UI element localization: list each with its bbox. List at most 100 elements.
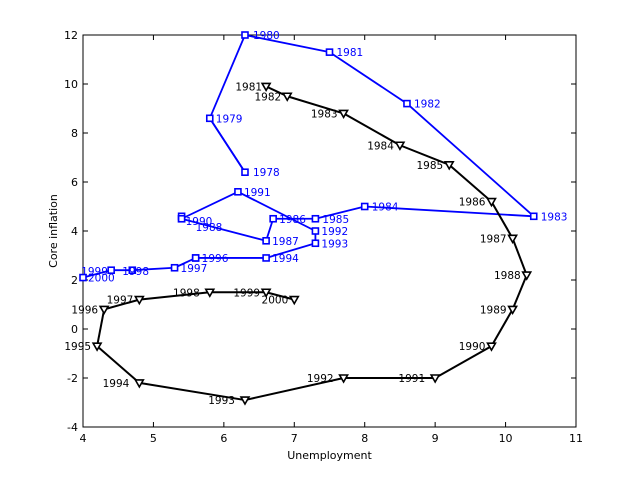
data-point-1987 [262,237,270,245]
data-point-1987 [507,234,518,244]
data-label-1988: 1988 [196,222,223,234]
data-label-1993: 1993 [321,238,348,250]
data-point-1992 [338,374,349,384]
series-line-segment [208,34,246,119]
series-line-segment [511,274,528,310]
data-label-1994: 1994 [103,378,130,390]
series-line-segment [181,217,267,242]
data-point-1994 [262,254,270,262]
data-label-2000: 2000 [262,295,289,307]
data-point-1993 [239,396,251,406]
series-line-segment [139,381,246,402]
series-line-segment [244,377,344,402]
data-label-1998: 1998 [122,266,149,278]
x-tick-label: 4 [80,432,87,445]
data-label-1984: 1984 [367,140,394,152]
data-label-1998: 1998 [173,287,200,299]
data-point-1981 [325,48,334,56]
series-line-segment [490,201,514,239]
data-label-1986: 1986 [459,197,486,209]
data-label-1980: 1980 [253,30,280,42]
data-point-1994 [133,379,145,389]
data-point-1991 [429,374,441,384]
series-blue: 1980198119821983198419851986198719881990… [79,30,568,285]
data-label-1997: 1997 [107,295,134,307]
data-label-1999: 1999 [81,266,108,278]
data-point-1982 [403,99,411,108]
y-axis-label: Core inflation [47,194,60,268]
data-point-1984 [360,202,369,211]
series-line-segment [399,144,450,166]
data-point-2000 [288,295,300,306]
data-label-1978: 1978 [253,167,280,179]
data-label-1987: 1987 [480,233,507,245]
series-line-segment [209,117,246,173]
data-label-1982: 1982 [255,91,282,103]
data-label-1995: 1995 [64,341,91,353]
data-point-1990 [486,342,497,352]
data-label-1984: 1984 [372,202,399,214]
data-point-1996 [191,254,200,262]
data-label-2000: 2000 [88,273,115,285]
series-black: 1981198219831984198519861987198819891990… [64,81,533,407]
series-line-segment [139,291,210,301]
y-tick-label: 6 [71,176,78,189]
series-line-segment [490,308,514,347]
series-line-segment [96,345,140,384]
data-point-1985 [311,214,320,223]
data-point-1986 [269,214,277,223]
data-point-1988 [521,271,533,281]
data-point-2000 [79,273,87,282]
series-line-segment [96,309,106,347]
data-label-1990: 1990 [459,341,486,353]
series-line-segment [286,95,344,115]
axis-ticks: 4 5 6 7 8 9 10 11 -4 -2 0 2 4 6 8 10 12 [64,29,583,445]
data-label-1994: 1994 [272,253,299,265]
series-line-segment [244,34,330,54]
series-line-segment [265,291,295,301]
data-label-1987: 1987 [272,236,299,248]
data-point-1980 [241,31,249,39]
data-label-1991: 1991 [244,187,271,199]
series-line-segment [237,190,316,232]
x-tick-label: 9 [432,432,439,445]
data-label-1979: 1979 [216,113,243,125]
x-axis-label: Unemployment [287,449,372,462]
data-label-1986: 1986 [279,214,306,226]
data-label-1993: 1993 [208,395,235,407]
x-tick-label: 7 [291,432,298,445]
series-line-segment [265,242,316,259]
y-tick-label: -2 [67,372,78,385]
data-point-1995 [91,342,103,352]
series-line-segment [103,298,140,311]
data-point-1985 [443,161,455,171]
series-line-segment [329,51,408,105]
data-label-1999: 1999 [233,287,260,299]
data-point-1978 [241,168,249,176]
data-label-1985: 1985 [322,214,349,226]
series-line-segment [82,269,112,279]
data-point-1997 [170,263,179,272]
series-line-segment [132,266,175,272]
x-tick-label: 8 [361,432,368,445]
data-label-1983: 1983 [311,108,338,120]
data-point-1999 [260,288,272,298]
x-tick-label: 10 [499,432,513,445]
data-point-1979 [205,114,214,123]
data-point-1983 [529,212,538,221]
data-label-1983: 1983 [541,211,568,223]
data-point-1997 [133,295,145,306]
x-tick-label: 6 [220,432,227,445]
data-point-1998 [128,266,137,275]
series-line-segment [315,205,365,220]
y-tick-label: 4 [71,225,78,238]
data-label-1992: 1992 [307,373,334,385]
data-label-1997: 1997 [181,263,208,275]
data-label-1990: 1990 [186,216,213,228]
data-label-1989: 1989 [480,304,507,316]
data-label-1982: 1982 [414,99,441,111]
x-tick-label: 11 [569,432,583,445]
data-point-1996 [98,305,110,316]
